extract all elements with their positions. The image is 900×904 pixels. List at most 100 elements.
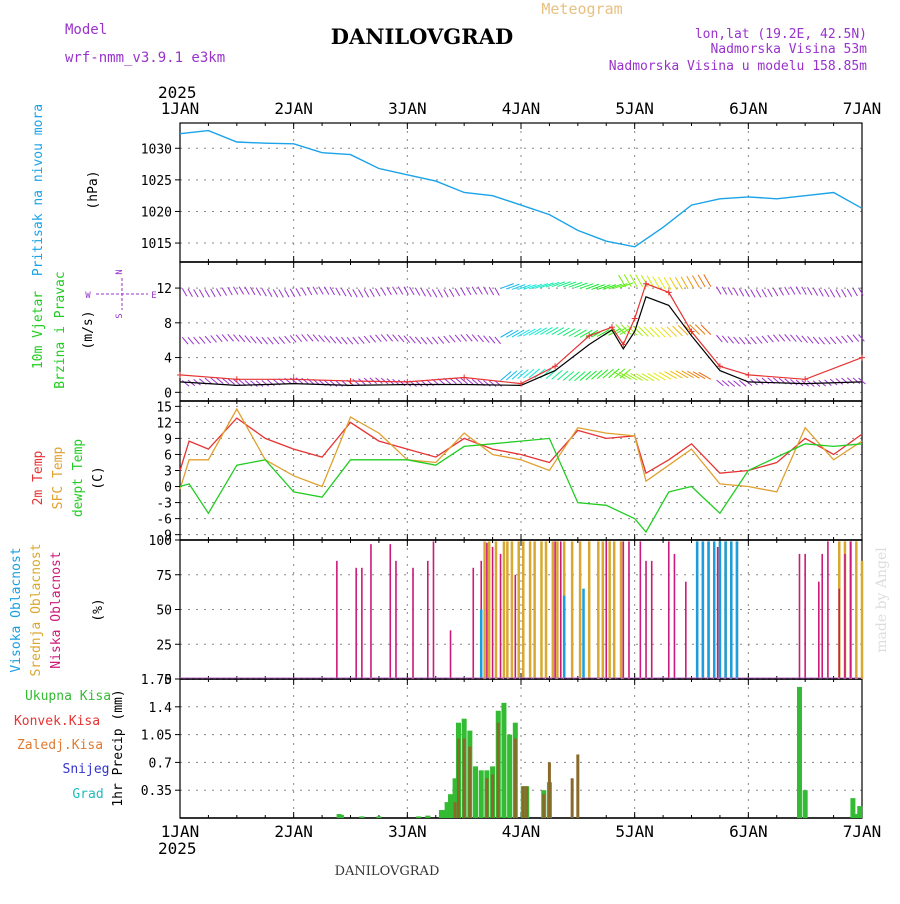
gust-marker (290, 376, 297, 383)
wind-arrow (437, 336, 445, 344)
wind-arrow (652, 372, 666, 381)
wind-arrow (835, 336, 843, 344)
wind-arrow (624, 372, 638, 381)
header: Model wrf-nmm_v3.9.1 e3km DANILOVGRAD Me… (65, 0, 890, 879)
wind-arrow (466, 334, 473, 342)
wind-arrow (477, 334, 484, 343)
compass-east: E (151, 291, 156, 301)
wind-arrow (375, 377, 383, 384)
wind-arrow (664, 371, 677, 380)
cloud-mid-bar (483, 541, 486, 679)
gust-marker (552, 363, 559, 370)
wind-arrow (772, 334, 780, 342)
compass-south: S (115, 313, 125, 318)
dewpoint-line (179, 437, 863, 534)
wind-arrow (618, 274, 627, 288)
wind-arrow (824, 336, 831, 345)
wind-arrow (306, 334, 314, 342)
wind-arrow (227, 334, 234, 342)
wind-arrow (506, 283, 520, 290)
wind-arrow (750, 289, 756, 298)
wind-arrow (198, 289, 205, 298)
wind-arrow (574, 371, 586, 382)
wind-arrow (380, 334, 388, 342)
y-tick-label: 0 (164, 481, 172, 496)
cloud-high-bar (707, 541, 710, 679)
pressure-unit: (hPa) (86, 170, 101, 209)
wind-arrow (727, 286, 733, 296)
precip-convective-bar (491, 774, 495, 818)
wind-arrow (426, 337, 433, 345)
wind-arrow (744, 336, 752, 345)
wind-arrow (301, 287, 307, 296)
compass-west: W (85, 291, 91, 301)
cloud-low-bar (499, 553, 502, 679)
altitude-label: Nadmorska Visina 53m (710, 42, 867, 57)
wind-arrow (675, 370, 689, 379)
wind-arrow (420, 336, 428, 345)
wind-arrow (204, 335, 212, 344)
cloud-high-bar (701, 541, 705, 679)
precip-convective-bar (485, 778, 489, 818)
wind-arrow (528, 327, 542, 336)
cloud-mid-bar (619, 541, 623, 679)
year-bottom-label: 2025 (158, 839, 197, 858)
wind-arrow (244, 286, 250, 295)
wind-arrow (392, 286, 398, 295)
wind-arrow (841, 289, 847, 298)
cloud-high-bar (730, 541, 733, 679)
wind-arrow (829, 289, 836, 298)
wind-arrow (414, 336, 422, 345)
wind-arrow (289, 288, 296, 298)
temp-2m-title: 2m Temp (31, 450, 46, 505)
wind-arrow (613, 371, 626, 380)
x-tick-label-bottom: 1JAN (161, 822, 200, 841)
wind-arrow (772, 288, 779, 297)
cloud-low-bar (849, 541, 852, 679)
wind-arrow (602, 284, 617, 290)
y-tick-label: 1.4 (149, 701, 173, 716)
wind-arrow (454, 377, 463, 384)
wind-arrow (261, 288, 267, 297)
wind-arrow (494, 287, 500, 296)
panel-cloud_cover: 0 25 50 75 100 (149, 534, 863, 688)
wind-arrow (694, 324, 706, 335)
wind-arrow (835, 289, 841, 298)
wind-arrow (392, 334, 399, 342)
cloud-mid-bar (612, 541, 616, 679)
wind-arrow (562, 328, 576, 337)
gust-marker (688, 328, 695, 335)
wind-arrow (517, 369, 529, 380)
wind-arrow (295, 334, 303, 343)
y-tick-label: 15 (156, 400, 172, 415)
wind-arrow (454, 334, 462, 342)
wind-arrow (329, 380, 338, 387)
wind-arrow (500, 329, 513, 338)
wind-arrow (221, 377, 230, 385)
wind-arrow (352, 378, 360, 386)
y-tick-label: 1025 (141, 174, 172, 189)
wind-arrow (608, 368, 620, 379)
wind-arrow (471, 378, 480, 386)
temp-2m-line (179, 417, 863, 475)
gust-marker (233, 376, 240, 383)
wind-arrow (210, 288, 216, 298)
cloud-low-bar (491, 546, 494, 679)
wind-arrow (835, 378, 844, 385)
wind-arrow (375, 288, 381, 297)
wind-arrow (238, 334, 246, 343)
wind-arrow (312, 286, 318, 295)
pressure-title: Pritisak na nivou mora (31, 104, 46, 276)
wind-arrow (841, 335, 848, 344)
wind-arrow (700, 324, 712, 335)
wind-arrow (655, 327, 666, 338)
cloud-low-bar (844, 553, 846, 679)
cloud-high-title: Visoka Oblacnost (9, 547, 24, 672)
precip-convective-bar (453, 802, 457, 818)
wind-arrow (449, 335, 456, 343)
wind-arrow (623, 274, 632, 287)
cloud-mid-bar (494, 541, 498, 679)
cloud-low-bar (628, 541, 630, 679)
wind-arrow (669, 277, 678, 290)
